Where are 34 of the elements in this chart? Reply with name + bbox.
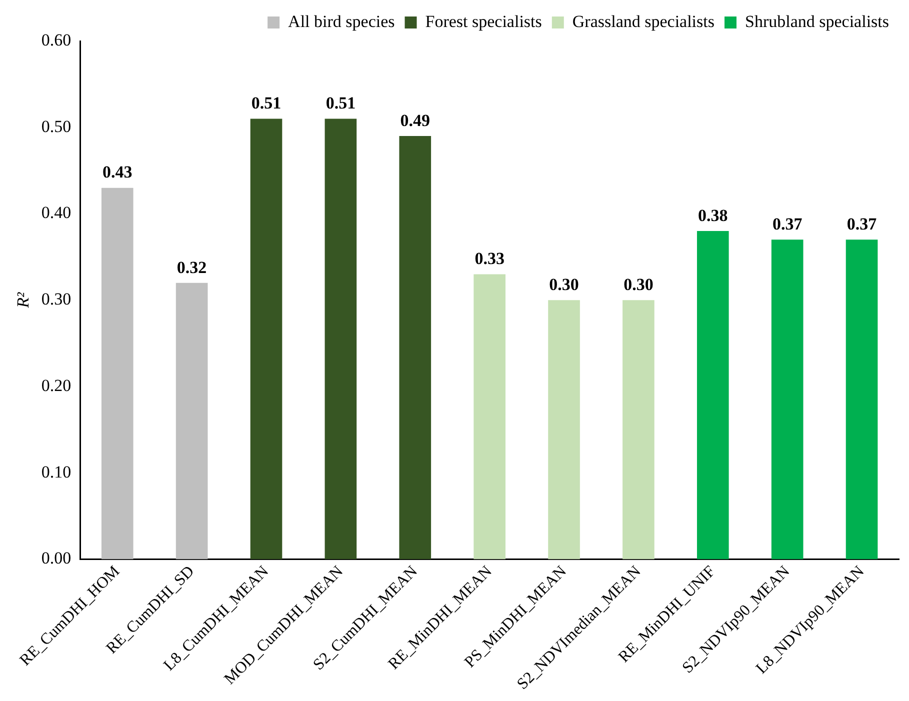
data-label: 0.49 [400, 110, 430, 130]
bar [399, 136, 432, 560]
data-label: 0.30 [624, 275, 654, 294]
legend-label: Shrubland specialists [744, 12, 890, 31]
legend-label: All bird species [288, 12, 395, 31]
bar [771, 240, 804, 560]
y-axis-title: R² [14, 291, 33, 309]
y-tick-label: 0.60 [41, 30, 72, 50]
y-tick-label: 0.00 [41, 548, 72, 568]
data-label: 0.30 [549, 275, 579, 294]
data-label: 0.33 [474, 249, 504, 268]
bar [176, 282, 208, 560]
y-tick-label: 0.40 [41, 203, 72, 222]
data-label: 0.37 [846, 214, 878, 234]
data-label: 0.37 [772, 214, 803, 234]
y-tick-label: 0.10 [41, 462, 72, 482]
bar [622, 300, 654, 560]
legend-label: Grassland specialists [572, 12, 714, 31]
bar [696, 231, 729, 560]
bar [846, 240, 878, 560]
data-label: 0.43 [102, 162, 132, 182]
legend-label: Forest specialists [425, 12, 542, 31]
data-label: 0.51 [326, 94, 356, 113]
bar [250, 118, 282, 560]
data-label: 0.51 [251, 94, 282, 113]
bar [101, 188, 134, 560]
bar [324, 118, 357, 560]
bar [474, 274, 506, 560]
bar [548, 300, 580, 560]
data-label: 0.32 [176, 258, 207, 277]
y-tick-label: 0.20 [41, 376, 72, 395]
y-tick-label: 0.30 [41, 290, 72, 309]
data-label: 0.38 [698, 206, 728, 225]
y-tick-label: 0.50 [41, 116, 72, 136]
